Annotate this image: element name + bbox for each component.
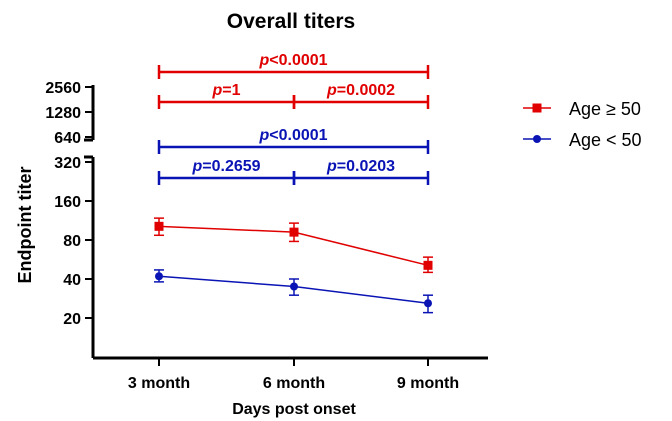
data-point	[154, 221, 164, 231]
data-point	[423, 260, 433, 270]
significance-bracket: p=1	[157, 82, 296, 109]
legend: Age ≥ 50 Age < 50	[523, 99, 642, 150]
data-series	[154, 217, 433, 314]
data-point	[424, 299, 432, 308]
p-value-label: p=0.0203	[326, 158, 395, 175]
x-axis-label: Days post onset	[232, 401, 356, 418]
p-value-label: p<0.0001	[258, 52, 327, 69]
legend-item: Age < 50	[523, 130, 642, 150]
significance-bracket: p=0.2659	[157, 158, 296, 185]
significance-bracket: p<0.0001	[157, 127, 430, 154]
p-value: <0.0001	[269, 52, 327, 69]
p-value-label: p=1	[211, 82, 240, 99]
chart-title: Overall titers	[227, 10, 355, 33]
significance-bracket: p=0.0203	[292, 158, 430, 185]
p-value-label: p=0.0002	[326, 82, 395, 99]
x-tick-label: 6 month	[263, 375, 325, 392]
y-tick-label: 160	[54, 194, 81, 211]
y-tick-label: 320	[54, 155, 81, 172]
p-symbol: p	[258, 127, 269, 144]
data-point	[289, 227, 299, 237]
significance-bracket: p<0.0001	[157, 52, 430, 79]
axes: 20 40 80 160 320 640 1280 2560 3 month 6 month 9 m…	[45, 80, 488, 392]
y-tick-label: 80	[63, 233, 81, 250]
p-symbol: p	[258, 52, 269, 69]
p-value-label: p<0.0001	[258, 127, 327, 144]
legend-label: Age ≥ 50	[569, 99, 641, 119]
p-symbol: p	[211, 82, 222, 99]
y-tick-label: 2560	[45, 80, 81, 97]
p-symbol: p	[326, 158, 337, 175]
p-value: =0.0203	[337, 158, 395, 175]
legend-marker	[532, 103, 542, 113]
x-tick-label: 9 month	[397, 375, 459, 392]
series-age-under-50	[154, 269, 433, 314]
p-value: =0.2659	[202, 158, 260, 175]
x-tick-label: 3 month	[128, 375, 190, 392]
data-point	[155, 272, 163, 281]
legend-marker	[533, 135, 541, 143]
p-symbol: p	[326, 82, 337, 99]
y-tick-label: 1280	[45, 105, 81, 122]
legend-item: Age ≥ 50	[523, 99, 641, 119]
y-tick-label: 640	[54, 130, 81, 147]
legend-label: Age < 50	[569, 130, 642, 150]
data-point	[290, 282, 298, 291]
series-age-50-plus	[154, 217, 433, 274]
y-axis-label: Endpoint titer	[15, 167, 35, 284]
p-value: =1	[222, 82, 240, 99]
p-value-label: p=0.2659	[191, 158, 260, 175]
p-value: <0.0001	[269, 127, 327, 144]
significance-bracket: p=0.0002	[292, 82, 430, 109]
y-tick-label: 20	[63, 311, 81, 328]
y-tick-label: 40	[63, 272, 81, 289]
p-symbol: p	[191, 158, 202, 175]
p-value: =0.0002	[337, 82, 395, 99]
